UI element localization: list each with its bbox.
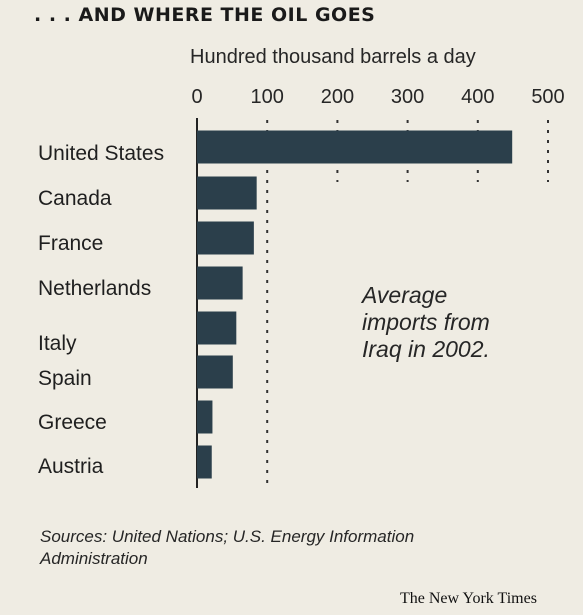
x-tick-label: 300 xyxy=(391,86,424,108)
x-tick-label: 0 xyxy=(191,86,202,108)
category-label: Italy xyxy=(38,332,77,355)
bar xyxy=(197,266,243,300)
x-tick-label: 200 xyxy=(321,86,354,108)
category-label: United States xyxy=(38,142,164,165)
category-label: Canada xyxy=(38,187,112,210)
bar xyxy=(197,221,254,255)
category-label: Austria xyxy=(38,455,104,478)
category-label: Netherlands xyxy=(38,277,151,300)
bar xyxy=(197,445,212,479)
bar xyxy=(197,400,213,434)
x-tick-label: 100 xyxy=(251,86,284,108)
x-tick-label: 500 xyxy=(531,86,564,108)
annotation-line-2: imports from xyxy=(362,309,490,335)
bar xyxy=(197,355,233,389)
annotation-line-3: Iraq in 2002. xyxy=(362,336,490,362)
chart-annotation: Average imports from Iraq in 2002. xyxy=(362,282,562,363)
units-label: Hundred thousand barrels a day xyxy=(190,46,476,68)
bar xyxy=(197,176,257,210)
publisher-credit: The New York Times xyxy=(400,590,537,607)
category-label: Greece xyxy=(38,411,107,434)
category-label: Spain xyxy=(38,367,92,390)
annotation-line-1: Average xyxy=(362,282,448,308)
chart-title: . . . AND WHERE THE OIL GOES xyxy=(34,4,376,26)
sources-note: Sources: United Nations; U.S. Energy Inf… xyxy=(40,527,415,568)
category-label: France xyxy=(38,232,103,255)
bar xyxy=(197,130,513,164)
bar xyxy=(197,311,237,345)
x-tick-label: 400 xyxy=(461,86,494,108)
